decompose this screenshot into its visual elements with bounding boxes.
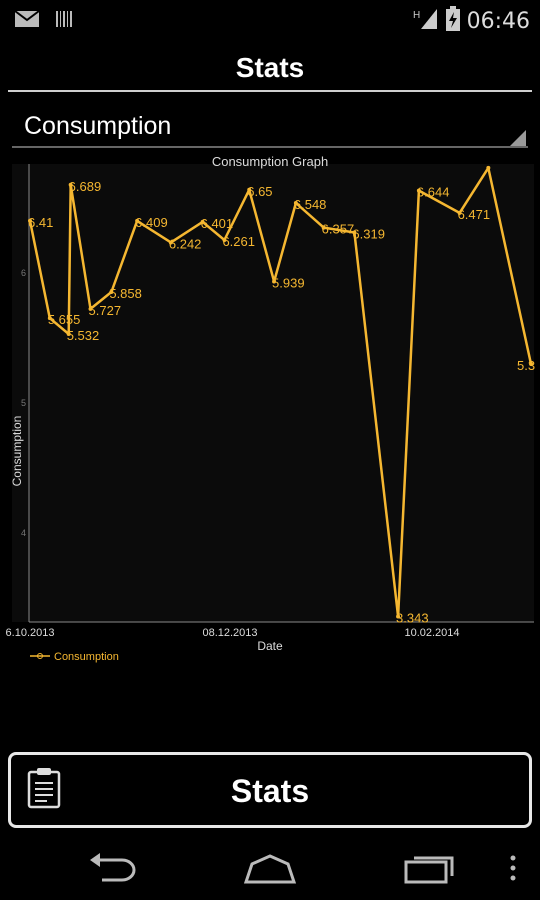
- barcode-icon: [54, 9, 74, 34]
- consumption-chart: Consumption Graph Date Consumption 6.10.…: [6, 154, 536, 663]
- data-point: [168, 240, 173, 245]
- y-axis-title: Consumption: [10, 416, 24, 487]
- data-label: 5.532: [67, 328, 100, 343]
- x-tick-label: 10.02.2014: [404, 627, 459, 639]
- data-label: 6.242: [169, 236, 202, 251]
- dropdown-arrow-icon: [510, 130, 526, 146]
- data-label: 3.343: [396, 610, 429, 625]
- metric-spinner[interactable]: Consumption: [12, 104, 528, 148]
- signal-icon: H: [413, 7, 439, 36]
- y-tick-label: 6: [21, 268, 26, 278]
- data-label: 5.727: [89, 303, 122, 318]
- data-point: [486, 165, 491, 170]
- data-point: [68, 182, 73, 187]
- navigation-bar: [0, 834, 540, 900]
- data-point: [416, 188, 421, 193]
- home-icon[interactable]: [242, 850, 298, 891]
- data-point: [352, 230, 357, 235]
- mail-icon: [14, 9, 40, 34]
- chart-legend: Consumption: [30, 651, 119, 663]
- spinner-selected-value: Consumption: [24, 112, 172, 140]
- data-label: 6.261: [222, 234, 255, 249]
- data-point: [200, 219, 205, 224]
- clock: 06:46: [466, 9, 530, 34]
- stats-button[interactable]: Stats: [8, 752, 532, 828]
- data-point: [28, 218, 32, 223]
- data-label: 5.3: [517, 358, 535, 373]
- data-label: 6.401: [201, 216, 234, 231]
- x-tick-label: 6.10.2013: [6, 627, 55, 639]
- data-label: 5.655: [48, 312, 81, 327]
- data-label: 5.939: [272, 276, 305, 291]
- data-label: 5.858: [109, 286, 142, 301]
- data-point: [222, 237, 227, 242]
- spinner-underline: [12, 146, 528, 148]
- data-point: [135, 218, 140, 223]
- data-label: 6.548: [294, 197, 327, 212]
- page-title: Stats: [235, 52, 305, 83]
- data-point: [529, 361, 533, 366]
- data-label: 6.65: [247, 184, 272, 199]
- title-divider: [8, 90, 532, 92]
- y-tick-label: 4: [21, 528, 26, 538]
- stats-button-label: Stats: [230, 773, 310, 809]
- data-point: [247, 187, 252, 192]
- data-label: 6.357: [322, 222, 355, 237]
- data-label: 6.644: [417, 185, 450, 200]
- data-label: 6.471: [458, 207, 491, 222]
- data-label: 6.689: [69, 179, 102, 194]
- data-point: [396, 614, 401, 619]
- data-point: [321, 225, 326, 230]
- data-label: 6.409: [135, 215, 168, 230]
- status-bar: H 06:46: [0, 0, 540, 38]
- overflow-menu-icon[interactable]: [508, 850, 518, 891]
- legend-marker: [37, 653, 43, 659]
- data-label: 6.319: [352, 227, 385, 242]
- data-point: [293, 200, 298, 205]
- x-tick-labels: 6.10.2013 08.12.2013 10.02.2014: [6, 627, 460, 639]
- data-point: [88, 306, 93, 311]
- y-tick-labels: 4 5 6: [21, 268, 26, 538]
- recents-icon[interactable]: [402, 850, 456, 891]
- back-icon[interactable]: [86, 850, 138, 891]
- x-tick-label: 08.12.2013: [202, 627, 257, 639]
- data-point: [457, 210, 462, 215]
- data-point: [47, 316, 52, 321]
- network-type-label: H: [413, 10, 420, 21]
- chart-title: Consumption Graph: [212, 154, 328, 169]
- data-point: [66, 332, 71, 337]
- data-label: 6.41: [28, 215, 53, 230]
- plot-background: [12, 164, 534, 622]
- data-point: [109, 289, 114, 294]
- x-axis-title: Date: [257, 639, 283, 653]
- consumption-series-line: [28, 166, 533, 618]
- y-tick-label: 5: [21, 398, 26, 408]
- legend-label: Consumption: [54, 651, 119, 663]
- clipboard-icon: [27, 767, 61, 814]
- data-point: [272, 279, 277, 284]
- battery-icon: [445, 6, 461, 37]
